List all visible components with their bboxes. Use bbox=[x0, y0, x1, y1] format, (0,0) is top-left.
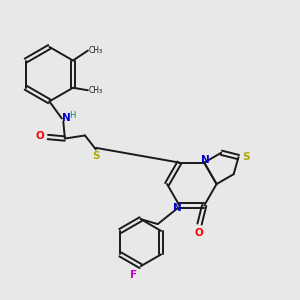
Text: N: N bbox=[62, 113, 70, 123]
Text: O: O bbox=[36, 131, 45, 141]
Text: S: S bbox=[242, 152, 250, 162]
Text: CH₃: CH₃ bbox=[89, 86, 103, 95]
Text: CH₃: CH₃ bbox=[89, 46, 103, 55]
Text: F: F bbox=[130, 270, 137, 280]
Text: O: O bbox=[194, 228, 203, 238]
Text: H: H bbox=[70, 111, 76, 120]
Text: S: S bbox=[92, 151, 100, 161]
Text: N: N bbox=[173, 203, 182, 213]
Text: N: N bbox=[201, 154, 209, 164]
